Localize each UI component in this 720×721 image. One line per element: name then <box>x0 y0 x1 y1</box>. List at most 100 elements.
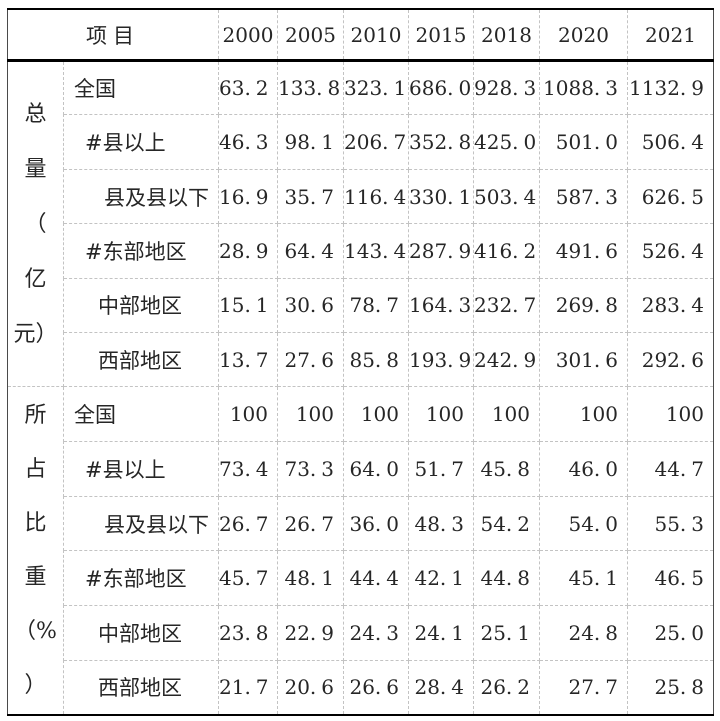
value-cell: 78. 7 <box>343 277 409 334</box>
value-cell: 36. 0 <box>343 495 409 552</box>
column-header-year-2018: 2018 <box>473 8 540 62</box>
table-row: 县及县以下 16. 9 35. 7 116. 4 330. 1 503. 4 5… <box>8 168 714 225</box>
value-cell: 26. 6 <box>343 659 409 716</box>
row-label: #东部地区 <box>63 550 219 607</box>
row-label: 全国 <box>63 59 219 116</box>
row-label: 西部地区 <box>63 659 219 716</box>
value-cell: 16. 9 <box>218 168 278 225</box>
group-label-line: （ <box>24 211 47 237</box>
value-cell: 64. 4 <box>277 223 344 279</box>
column-header-year-2021: 2021 <box>627 8 714 62</box>
value-cell: 425. 0 <box>473 114 540 170</box>
value-cell: 85. 8 <box>343 332 409 388</box>
value-cell: 503. 4 <box>473 168 540 225</box>
column-header-year-2010: 2010 <box>343 8 409 62</box>
value-cell: 28. 4 <box>408 659 474 716</box>
value-cell: 46. 0 <box>539 441 628 497</box>
group-label-line: （% <box>14 618 57 644</box>
value-cell: 54. 0 <box>539 495 628 552</box>
group-label-total-volume: 总 量 （ 亿 元） <box>7 59 64 388</box>
group-label-line: 占 <box>24 456 47 482</box>
value-cell: 164. 3 <box>408 277 474 334</box>
value-cell: 626. 5 <box>627 168 714 225</box>
table-row: 西部地区 13. 7 27. 6 85. 8 193. 9 242. 9 301… <box>8 332 714 388</box>
column-header-year-2015: 2015 <box>408 8 474 62</box>
value-cell: 232. 7 <box>473 277 540 334</box>
value-cell: 22. 9 <box>277 605 344 661</box>
value-cell: 292. 6 <box>627 332 714 388</box>
column-header-item: 项目 <box>7 8 219 62</box>
value-cell: 686. 0 <box>408 59 474 116</box>
value-cell: 25. 8 <box>627 659 714 716</box>
value-cell: 54. 2 <box>473 495 540 552</box>
group-label-line: 重 <box>24 564 47 590</box>
row-label: #县以上 <box>63 441 219 497</box>
value-cell: 30. 6 <box>277 277 344 334</box>
group-label-line: 量 <box>24 156 47 182</box>
value-cell: 46. 3 <box>218 114 278 170</box>
value-cell: 20. 6 <box>277 659 344 716</box>
table-row: #东部地区 45. 7 48. 1 44. 4 42. 1 44. 8 45. … <box>8 550 714 607</box>
value-cell: 287. 9 <box>408 223 474 279</box>
value-cell: 45. 1 <box>539 550 628 607</box>
value-cell: 193. 9 <box>408 332 474 388</box>
value-cell: 1132. 9 <box>627 59 714 116</box>
value-cell: 100 <box>343 386 409 443</box>
value-cell: 27. 6 <box>277 332 344 388</box>
value-cell: 21. 7 <box>218 659 278 716</box>
value-cell: 501. 0 <box>539 114 628 170</box>
table-row: 西部地区 21. 7 20. 6 26. 6 28. 4 26. 2 27. 7… <box>8 659 714 716</box>
row-label: 县及县以下 <box>63 168 219 225</box>
table-row: #县以上 46. 3 98. 1 206. 7 352. 8 425. 0 50… <box>8 114 714 170</box>
value-cell: 116. 4 <box>343 168 409 225</box>
value-cell: 44. 4 <box>343 550 409 607</box>
value-cell: 100 <box>627 386 714 443</box>
value-cell: 24. 3 <box>343 605 409 661</box>
value-cell: 25. 0 <box>627 605 714 661</box>
value-cell: 26. 7 <box>277 495 344 552</box>
value-cell: 323. 1 <box>343 59 409 116</box>
value-cell: 44. 8 <box>473 550 540 607</box>
value-cell: 42. 1 <box>408 550 474 607</box>
row-label: 中部地区 <box>63 277 219 334</box>
value-cell: 13. 7 <box>218 332 278 388</box>
table-row: 县及县以下 26. 7 26. 7 36. 0 48. 3 54. 2 54. … <box>8 495 714 552</box>
row-label: #县以上 <box>63 114 219 170</box>
value-cell: 26. 7 <box>218 495 278 552</box>
table-row: 中部地区 15. 1 30. 6 78. 7 164. 3 232. 7 269… <box>8 277 714 334</box>
group-label-line: 元） <box>13 321 58 347</box>
value-cell: 35. 7 <box>277 168 344 225</box>
value-cell: 28. 9 <box>218 223 278 279</box>
header-row: 项目 2000 2005 2010 2015 2018 2020 2021 <box>7 8 714 62</box>
row-label: 中部地区 <box>63 605 219 661</box>
value-cell: 44. 7 <box>627 441 714 497</box>
statistics-table: 项目 2000 2005 2010 2015 2018 2020 2021 总 … <box>7 8 714 716</box>
value-cell: 25. 1 <box>473 605 540 661</box>
value-cell: 330. 1 <box>408 168 474 225</box>
table-row: 所 占 比 重 （% ） 全国 100 100 100 100 100 100 … <box>7 386 714 716</box>
value-cell: 100 <box>539 386 628 443</box>
value-cell: 1088. 3 <box>539 59 628 116</box>
value-cell: 73. 4 <box>218 441 278 497</box>
value-cell: 15. 1 <box>218 277 278 334</box>
value-cell: 143. 4 <box>343 223 409 279</box>
value-cell: 51. 7 <box>408 441 474 497</box>
value-cell: 55. 3 <box>627 495 714 552</box>
value-cell: 526. 4 <box>627 223 714 279</box>
value-cell: 48. 3 <box>408 495 474 552</box>
table-row: #县以上 73. 4 73. 3 64. 0 51. 7 45. 8 46. 0… <box>8 441 714 497</box>
value-cell: 24. 1 <box>408 605 474 661</box>
value-cell: 242. 9 <box>473 332 540 388</box>
value-cell: 100 <box>408 386 474 443</box>
column-header-year-2000: 2000 <box>218 8 278 62</box>
value-cell: 283. 4 <box>627 277 714 334</box>
row-label: 全国 <box>63 386 219 443</box>
value-cell: 46. 5 <box>627 550 714 607</box>
value-cell: 506. 4 <box>627 114 714 170</box>
value-cell: 24. 8 <box>539 605 628 661</box>
value-cell: 27. 7 <box>539 659 628 716</box>
value-cell: 301. 6 <box>539 332 628 388</box>
value-cell: 100 <box>277 386 344 443</box>
group-label-line: ） <box>24 672 47 698</box>
